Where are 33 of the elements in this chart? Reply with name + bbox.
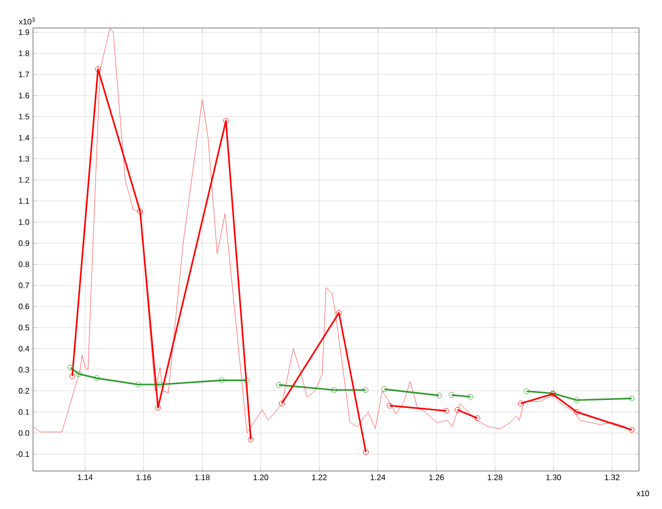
point bbox=[386, 402, 392, 408]
point bbox=[68, 364, 74, 370]
point bbox=[363, 449, 369, 455]
point bbox=[518, 400, 524, 406]
point bbox=[336, 310, 342, 316]
point bbox=[218, 377, 225, 384]
point bbox=[474, 415, 480, 422]
point bbox=[448, 392, 454, 398]
point bbox=[628, 427, 635, 433]
point bbox=[279, 400, 285, 406]
point bbox=[69, 373, 76, 379]
point bbox=[381, 386, 388, 392]
point bbox=[136, 382, 142, 388]
point bbox=[628, 396, 635, 402]
point bbox=[76, 371, 82, 377]
point bbox=[436, 392, 442, 398]
point bbox=[362, 387, 368, 393]
point bbox=[574, 409, 580, 415]
point bbox=[95, 66, 101, 72]
point bbox=[223, 118, 229, 124]
point bbox=[94, 375, 100, 382]
point bbox=[276, 382, 282, 388]
point bbox=[137, 208, 143, 214]
point bbox=[157, 382, 163, 388]
point bbox=[155, 404, 161, 411]
point bbox=[248, 436, 254, 442]
point bbox=[331, 387, 338, 393]
point bbox=[444, 408, 450, 414]
point bbox=[524, 388, 530, 394]
point bbox=[468, 394, 474, 400]
point bbox=[574, 397, 580, 403]
point bbox=[454, 406, 460, 413]
point bbox=[244, 377, 250, 384]
